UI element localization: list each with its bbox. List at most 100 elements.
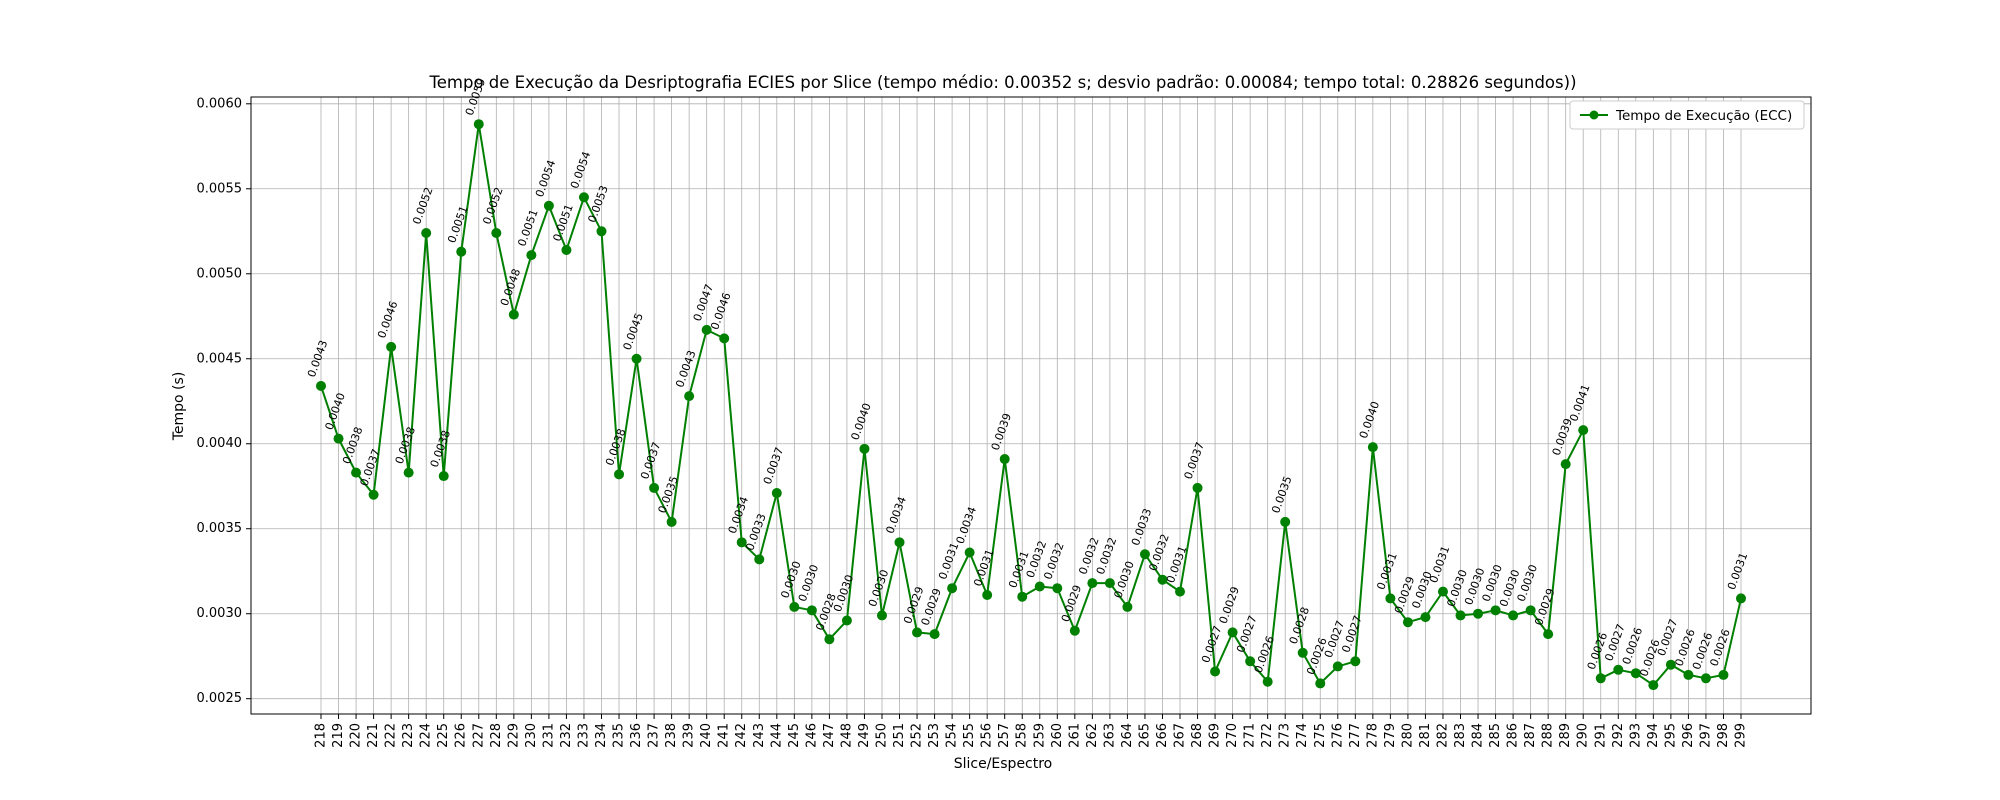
x-axis-label: Slice/Espectro	[954, 756, 1053, 772]
x-tick-label: 273	[1278, 723, 1293, 748]
x-tick-label: 281	[1418, 723, 1433, 748]
x-tick-label: 255	[962, 723, 977, 748]
data-point	[1560, 459, 1571, 470]
series-group	[316, 119, 1746, 691]
data-point	[982, 590, 993, 601]
x-tick-label: 283	[1453, 723, 1468, 748]
data-point	[736, 537, 747, 548]
x-tick-label: 278	[1365, 723, 1380, 748]
x-tick-label: 287	[1523, 723, 1538, 748]
x-tick-label: 264	[1120, 723, 1135, 748]
data-point	[368, 489, 379, 500]
x-tick-label: 239	[682, 723, 697, 748]
data-point	[386, 341, 397, 352]
x-tick-label: 259	[1032, 723, 1047, 748]
data-point	[1332, 661, 1343, 672]
y-tick-label: 0.0045	[197, 351, 243, 366]
x-tick-label: 299	[1734, 723, 1749, 748]
data-point	[421, 227, 432, 238]
data-point	[1297, 647, 1308, 658]
data-point	[719, 333, 730, 344]
x-tick-label: 265	[1137, 723, 1152, 748]
x-tick-label: 221	[366, 723, 381, 748]
x-tick-label: 226	[454, 723, 469, 748]
data-point	[403, 467, 414, 478]
data-point	[859, 443, 870, 454]
data-point	[929, 629, 940, 640]
data-point	[1192, 482, 1203, 493]
x-tick-label: 284	[1471, 723, 1486, 748]
x-tick-label: 288	[1541, 723, 1556, 748]
series-line	[320, 123, 1742, 687]
data-point	[1473, 608, 1484, 619]
data-point	[1122, 601, 1133, 612]
x-tick-label: 289	[1558, 723, 1573, 748]
data-point	[1210, 666, 1221, 677]
data-point	[456, 246, 467, 257]
data-point	[614, 469, 625, 480]
x-tick-label: 274	[1295, 723, 1310, 748]
x-tick-label: 290	[1576, 723, 1591, 748]
data-point	[1139, 549, 1150, 560]
x-tick-label: 269	[1208, 723, 1223, 748]
x-tick-label: 249	[857, 723, 872, 748]
x-tick-label: 234	[594, 723, 609, 748]
data-point	[1700, 673, 1711, 684]
data-point	[1245, 656, 1256, 667]
x-tick-label: 220	[349, 723, 364, 748]
x-tick-label: 266	[1155, 723, 1170, 748]
data-point	[1367, 442, 1378, 453]
data-point	[912, 627, 923, 638]
x-tick-label: 258	[1015, 723, 1030, 748]
x-tick-label: 248	[839, 723, 854, 748]
data-point	[1087, 578, 1098, 589]
data-point	[1280, 516, 1291, 527]
x-tick-label: 268	[1190, 723, 1205, 748]
x-tick-label: 233	[576, 723, 591, 748]
x-tick-label: 230	[524, 723, 539, 748]
data-point	[1455, 610, 1466, 621]
x-tick-label: 291	[1593, 723, 1608, 748]
data-point	[1157, 574, 1168, 585]
x-tick-label: 235	[612, 723, 627, 748]
plot-frame	[250, 96, 1812, 715]
data-point	[1262, 676, 1273, 687]
x-tick-label: 222	[384, 723, 399, 748]
x-tick-label: 260	[1050, 723, 1065, 748]
x-tick-label: 229	[506, 723, 521, 748]
x-tick-label: 243	[752, 723, 767, 748]
x-tick-label: 272	[1260, 723, 1275, 748]
data-point	[1683, 669, 1694, 680]
data-point	[438, 471, 449, 482]
data-point	[316, 380, 326, 391]
x-tick-label: 252	[910, 723, 925, 748]
data-point	[824, 634, 835, 645]
data-point	[894, 537, 905, 548]
data-point	[1350, 656, 1361, 667]
x-tick-label: 286	[1506, 723, 1521, 748]
x-tick-label: 251	[892, 723, 907, 748]
legend-box	[1569, 100, 1805, 130]
data-point	[1665, 659, 1676, 670]
data-point	[578, 192, 589, 203]
data-point	[631, 353, 642, 364]
data-point	[1736, 593, 1746, 604]
data-point	[333, 433, 344, 444]
x-tick-label: 263	[1102, 723, 1117, 748]
x-tick-label: 250	[874, 723, 889, 748]
x-tick-label: 246	[804, 723, 819, 748]
legend-marker-swatch	[1589, 110, 1599, 120]
x-tick-label: 253	[927, 723, 942, 748]
data-point	[1069, 625, 1080, 636]
x-tick-label: 238	[664, 723, 679, 748]
x-tick-label: 223	[401, 723, 416, 748]
data-point	[1034, 581, 1045, 592]
x-tick-label: 293	[1628, 723, 1643, 748]
data-point	[491, 227, 502, 238]
x-tick-label: 247	[822, 723, 837, 748]
x-tick-label: 232	[559, 723, 574, 748]
data-point	[754, 554, 765, 565]
data-point	[649, 482, 660, 493]
data-point	[1578, 425, 1589, 436]
